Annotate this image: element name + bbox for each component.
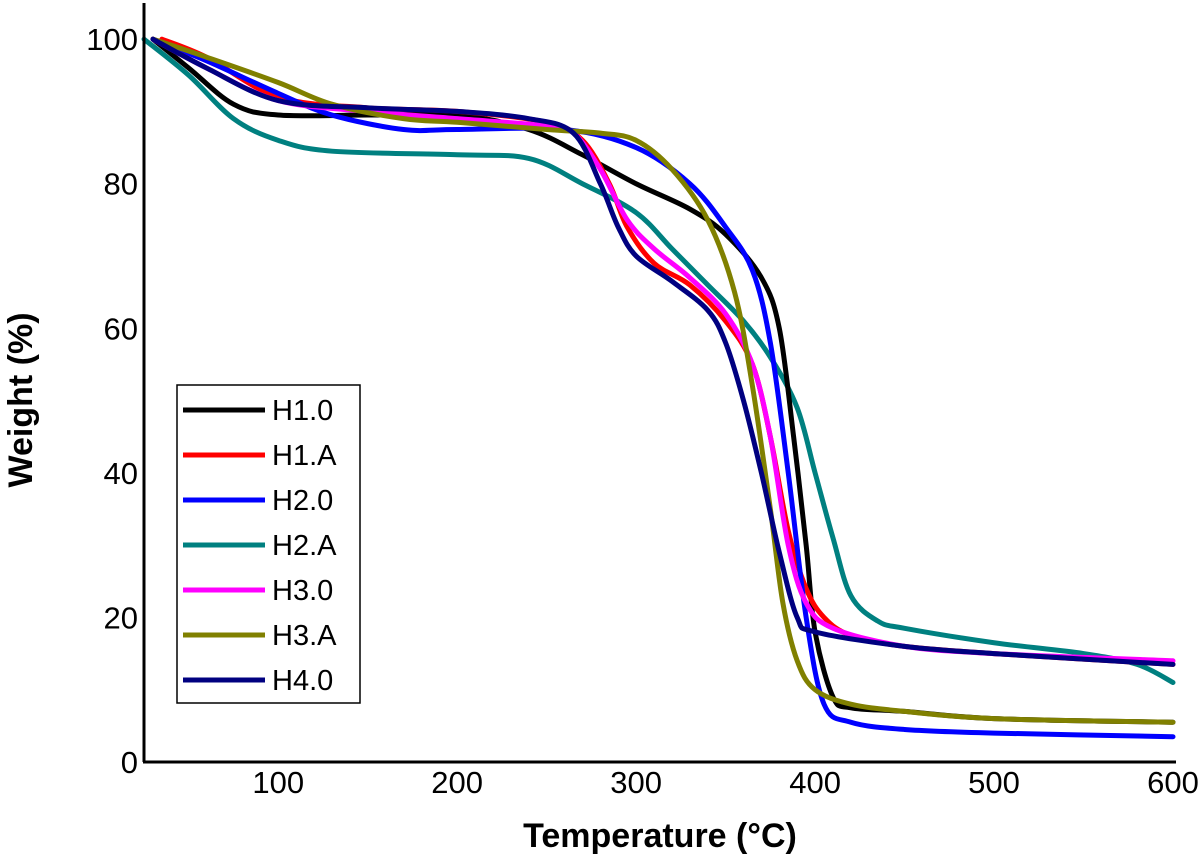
y-axis-label: Weight (%) — [2, 312, 40, 487]
x-tick-label: 600 — [1147, 765, 1199, 800]
y-tick-label: 100 — [86, 22, 138, 57]
legend-label: H2.0 — [272, 485, 333, 517]
legend-label: H4.0 — [272, 665, 333, 697]
x-tick-label: 400 — [789, 765, 841, 800]
legend-label: H1.A — [272, 440, 337, 472]
series-line-H2.0 — [150, 36, 1176, 740]
x-tick-label: 500 — [968, 765, 1020, 800]
x-axis-label: Temperature (°C) — [523, 817, 797, 855]
y-tick-label: 40 — [104, 456, 138, 491]
y-tick-label: 60 — [104, 311, 138, 346]
x-tick-label: 200 — [431, 765, 483, 800]
legend: H1.0 H1.A H2.0 H2.A H3.0 H3.A H4.0 — [176, 384, 361, 704]
legend-label: H2.A — [272, 530, 337, 562]
series-lines — [141, 36, 1176, 740]
series-line-H4.0 — [150, 36, 1176, 667]
y-tick-label: 20 — [104, 600, 138, 635]
legend-box — [176, 384, 361, 704]
y-tick-label: 0 — [121, 745, 138, 780]
tick-labels: 100 200 300 400 500 600 0 20 40 60 80 100 — [86, 22, 1199, 800]
y-tick-label: 80 — [104, 167, 138, 202]
legend-label: H3.A — [272, 620, 337, 652]
x-tick-label: 100 — [252, 765, 304, 800]
series-line-H3.A — [150, 36, 1176, 725]
x-tick-label: 300 — [610, 765, 662, 800]
legend-label: H1.0 — [272, 395, 333, 427]
legend-label: H3.0 — [272, 575, 333, 607]
